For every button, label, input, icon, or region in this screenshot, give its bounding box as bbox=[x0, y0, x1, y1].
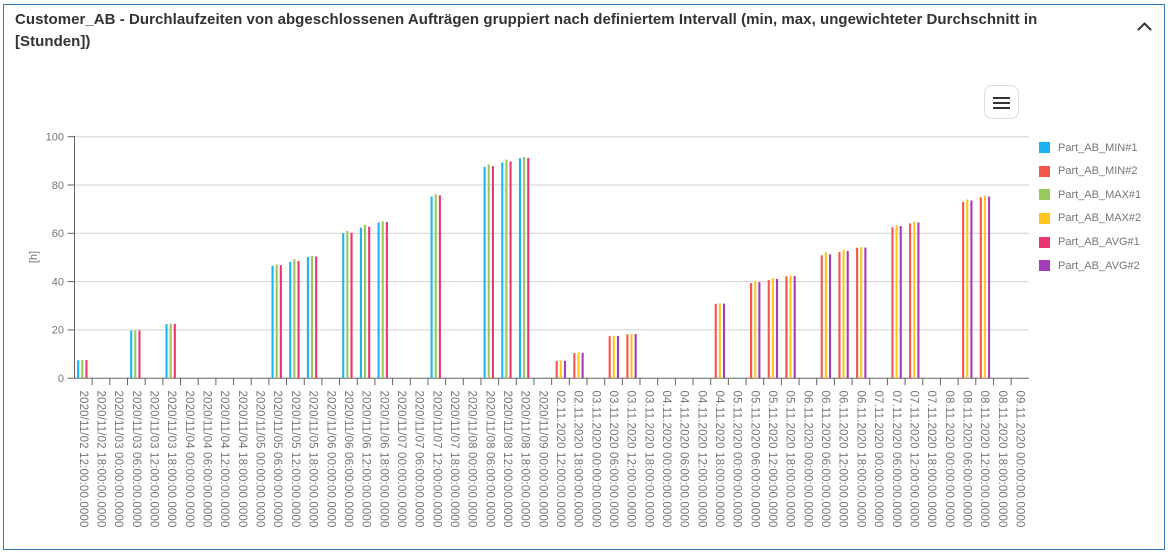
svg-text:0: 0 bbox=[58, 373, 64, 385]
svg-text:03.11.2020 06:00:00.0000: 03.11.2020 06:00:00.0000 bbox=[607, 391, 619, 528]
svg-text:05.11.2020 00:00:00.0000: 05.11.2020 00:00:00.0000 bbox=[731, 391, 743, 528]
svg-text:05.11.2020 06:00:00.0000: 05.11.2020 06:00:00.0000 bbox=[748, 391, 760, 528]
svg-text:2020/11/02 12:00:00.0000: 2020/11/02 12:00:00.0000 bbox=[77, 391, 89, 528]
svg-text:2020/11/05 00:00:00.0000: 2020/11/05 00:00:00.0000 bbox=[254, 391, 266, 528]
svg-text:[h]: [h] bbox=[28, 251, 40, 263]
svg-text:100: 100 bbox=[46, 132, 64, 144]
svg-text:2020/11/04 06:00:00.0000: 2020/11/04 06:00:00.0000 bbox=[201, 391, 213, 528]
svg-text:06.11.2020 06:00:00.0000: 06.11.2020 06:00:00.0000 bbox=[819, 391, 831, 528]
svg-text:04.11.2020 12:00:00.0000: 04.11.2020 12:00:00.0000 bbox=[695, 391, 707, 528]
svg-text:06.11.2020 00:00:00.0000: 06.11.2020 00:00:00.0000 bbox=[801, 391, 813, 528]
svg-text:2020/11/04 12:00:00.0000: 2020/11/04 12:00:00.0000 bbox=[218, 391, 230, 528]
svg-text:2020/11/03 00:00:00.0000: 2020/11/03 00:00:00.0000 bbox=[112, 391, 124, 528]
svg-text:2020/11/06 00:00:00.0000: 2020/11/06 00:00:00.0000 bbox=[324, 391, 336, 528]
svg-text:09.11.2020 00:00:00.0000: 09.11.2020 00:00:00.0000 bbox=[1013, 391, 1025, 528]
svg-text:06.11.2020 18:00:00.0000: 06.11.2020 18:00:00.0000 bbox=[854, 391, 866, 528]
svg-text:04.11.2020 06:00:00.0000: 04.11.2020 06:00:00.0000 bbox=[678, 391, 690, 528]
svg-text:2020/11/07 12:00:00.0000: 2020/11/07 12:00:00.0000 bbox=[430, 391, 442, 528]
svg-text:40: 40 bbox=[52, 276, 64, 288]
svg-text:2020/11/07 00:00:00.0000: 2020/11/07 00:00:00.0000 bbox=[395, 391, 407, 528]
svg-text:03.11.2020 18:00:00.0000: 03.11.2020 18:00:00.0000 bbox=[642, 391, 654, 528]
svg-text:02.11.2020 18:00:00.0000: 02.11.2020 18:00:00.0000 bbox=[572, 391, 584, 528]
svg-text:08.11.2020 12:00:00.0000: 08.11.2020 12:00:00.0000 bbox=[978, 391, 990, 528]
svg-text:20: 20 bbox=[52, 325, 64, 337]
svg-text:2020/11/03 12:00:00.0000: 2020/11/03 12:00:00.0000 bbox=[148, 391, 160, 528]
svg-text:2020/11/03 06:00:00.0000: 2020/11/03 06:00:00.0000 bbox=[130, 391, 142, 528]
svg-text:07.11.2020 06:00:00.0000: 07.11.2020 06:00:00.0000 bbox=[890, 391, 902, 528]
svg-text:07.11.2020 12:00:00.0000: 07.11.2020 12:00:00.0000 bbox=[907, 391, 919, 528]
svg-text:03.11.2020 00:00:00.0000: 03.11.2020 00:00:00.0000 bbox=[589, 391, 601, 528]
svg-text:2020/11/02 18:00:00.0000: 2020/11/02 18:00:00.0000 bbox=[95, 391, 107, 528]
svg-text:2020/11/08 18:00:00.0000: 2020/11/08 18:00:00.0000 bbox=[519, 391, 531, 528]
svg-text:08.11.2020 18:00:00.0000: 08.11.2020 18:00:00.0000 bbox=[996, 391, 1008, 528]
svg-text:08.11.2020 06:00:00.0000: 08.11.2020 06:00:00.0000 bbox=[960, 391, 972, 528]
svg-text:2020/11/07 06:00:00.0000: 2020/11/07 06:00:00.0000 bbox=[413, 391, 425, 528]
svg-text:2020/11/08 06:00:00.0000: 2020/11/08 06:00:00.0000 bbox=[483, 391, 495, 528]
svg-text:07.11.2020 18:00:00.0000: 07.11.2020 18:00:00.0000 bbox=[925, 391, 937, 528]
svg-text:2020/11/04 18:00:00.0000: 2020/11/04 18:00:00.0000 bbox=[236, 391, 248, 528]
svg-text:2020/11/05 06:00:00.0000: 2020/11/05 06:00:00.0000 bbox=[271, 391, 283, 528]
svg-text:2020/11/05 18:00:00.0000: 2020/11/05 18:00:00.0000 bbox=[307, 391, 319, 528]
svg-text:2020/11/06 06:00:00.0000: 2020/11/06 06:00:00.0000 bbox=[342, 391, 354, 528]
svg-text:2020/11/06 12:00:00.0000: 2020/11/06 12:00:00.0000 bbox=[360, 391, 372, 528]
svg-text:2020/11/03 18:00:00.0000: 2020/11/03 18:00:00.0000 bbox=[165, 391, 177, 528]
svg-text:05.11.2020 18:00:00.0000: 05.11.2020 18:00:00.0000 bbox=[784, 391, 796, 528]
svg-text:2020/11/04 00:00:00.0000: 2020/11/04 00:00:00.0000 bbox=[183, 391, 195, 528]
svg-text:2020/11/08 12:00:00.0000: 2020/11/08 12:00:00.0000 bbox=[501, 391, 513, 528]
svg-text:2020/11/06 18:00:00.0000: 2020/11/06 18:00:00.0000 bbox=[377, 391, 389, 528]
svg-text:60: 60 bbox=[52, 228, 64, 240]
svg-text:04.11.2020 00:00:00.0000: 04.11.2020 00:00:00.0000 bbox=[660, 391, 672, 528]
svg-text:2020/11/07 18:00:00.0000: 2020/11/07 18:00:00.0000 bbox=[448, 391, 460, 528]
svg-text:2020/11/08 00:00:00.0000: 2020/11/08 00:00:00.0000 bbox=[466, 391, 478, 528]
svg-text:06.11.2020 12:00:00.0000: 06.11.2020 12:00:00.0000 bbox=[837, 391, 849, 528]
svg-text:04.11.2020 18:00:00.0000: 04.11.2020 18:00:00.0000 bbox=[713, 391, 725, 528]
svg-text:80: 80 bbox=[52, 180, 64, 192]
svg-text:03.11.2020 12:00:00.0000: 03.11.2020 12:00:00.0000 bbox=[625, 391, 637, 528]
svg-text:05.11.2020 12:00:00.0000: 05.11.2020 12:00:00.0000 bbox=[766, 391, 778, 528]
svg-text:07.11.2020 00:00:00.0000: 07.11.2020 00:00:00.0000 bbox=[872, 391, 884, 528]
svg-text:2020/11/09 00:00:00.0000: 2020/11/09 00:00:00.0000 bbox=[536, 391, 548, 528]
svg-text:08.11.2020 00:00:00.0000: 08.11.2020 00:00:00.0000 bbox=[943, 391, 955, 528]
svg-text:2020/11/05 12:00:00.0000: 2020/11/05 12:00:00.0000 bbox=[289, 391, 301, 528]
svg-text:02.11.2020 12:00:00.0000: 02.11.2020 12:00:00.0000 bbox=[554, 391, 566, 528]
